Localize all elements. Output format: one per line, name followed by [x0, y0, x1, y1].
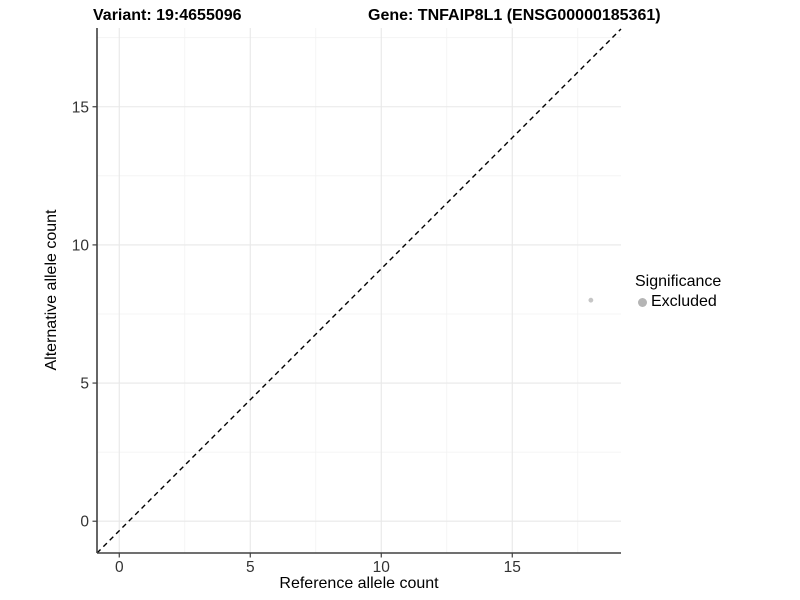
legend-title: Significance — [635, 273, 722, 290]
y-axis-title: Alternative allele count — [43, 209, 60, 371]
legend-point-swatch — [638, 297, 647, 307]
legend-item: Excluded — [635, 293, 721, 311]
x-tick-label: 10 — [373, 559, 391, 576]
legend-item-label: Excluded — [651, 293, 717, 310]
plot-title-variant: Variant: 19:4655096 — [93, 7, 242, 24]
y-tick-label: 0 — [80, 514, 89, 531]
y-tick-label: 10 — [72, 237, 90, 254]
x-tick-label: 0 — [115, 559, 124, 576]
plot-title-gene: Gene: TNFAIP8L1 (ENSG00000185361) — [368, 7, 661, 24]
x-tick-label: 5 — [246, 559, 255, 576]
x-axis-title: Reference allele count — [279, 575, 439, 592]
legend: Significance Excluded — [635, 273, 721, 311]
x-tick-label: 15 — [504, 559, 521, 576]
y-tick-label: 5 — [80, 376, 89, 393]
identity-reference-line — [96, 28, 622, 554]
data-point — [588, 297, 594, 303]
y-tick-label: 15 — [72, 99, 89, 116]
